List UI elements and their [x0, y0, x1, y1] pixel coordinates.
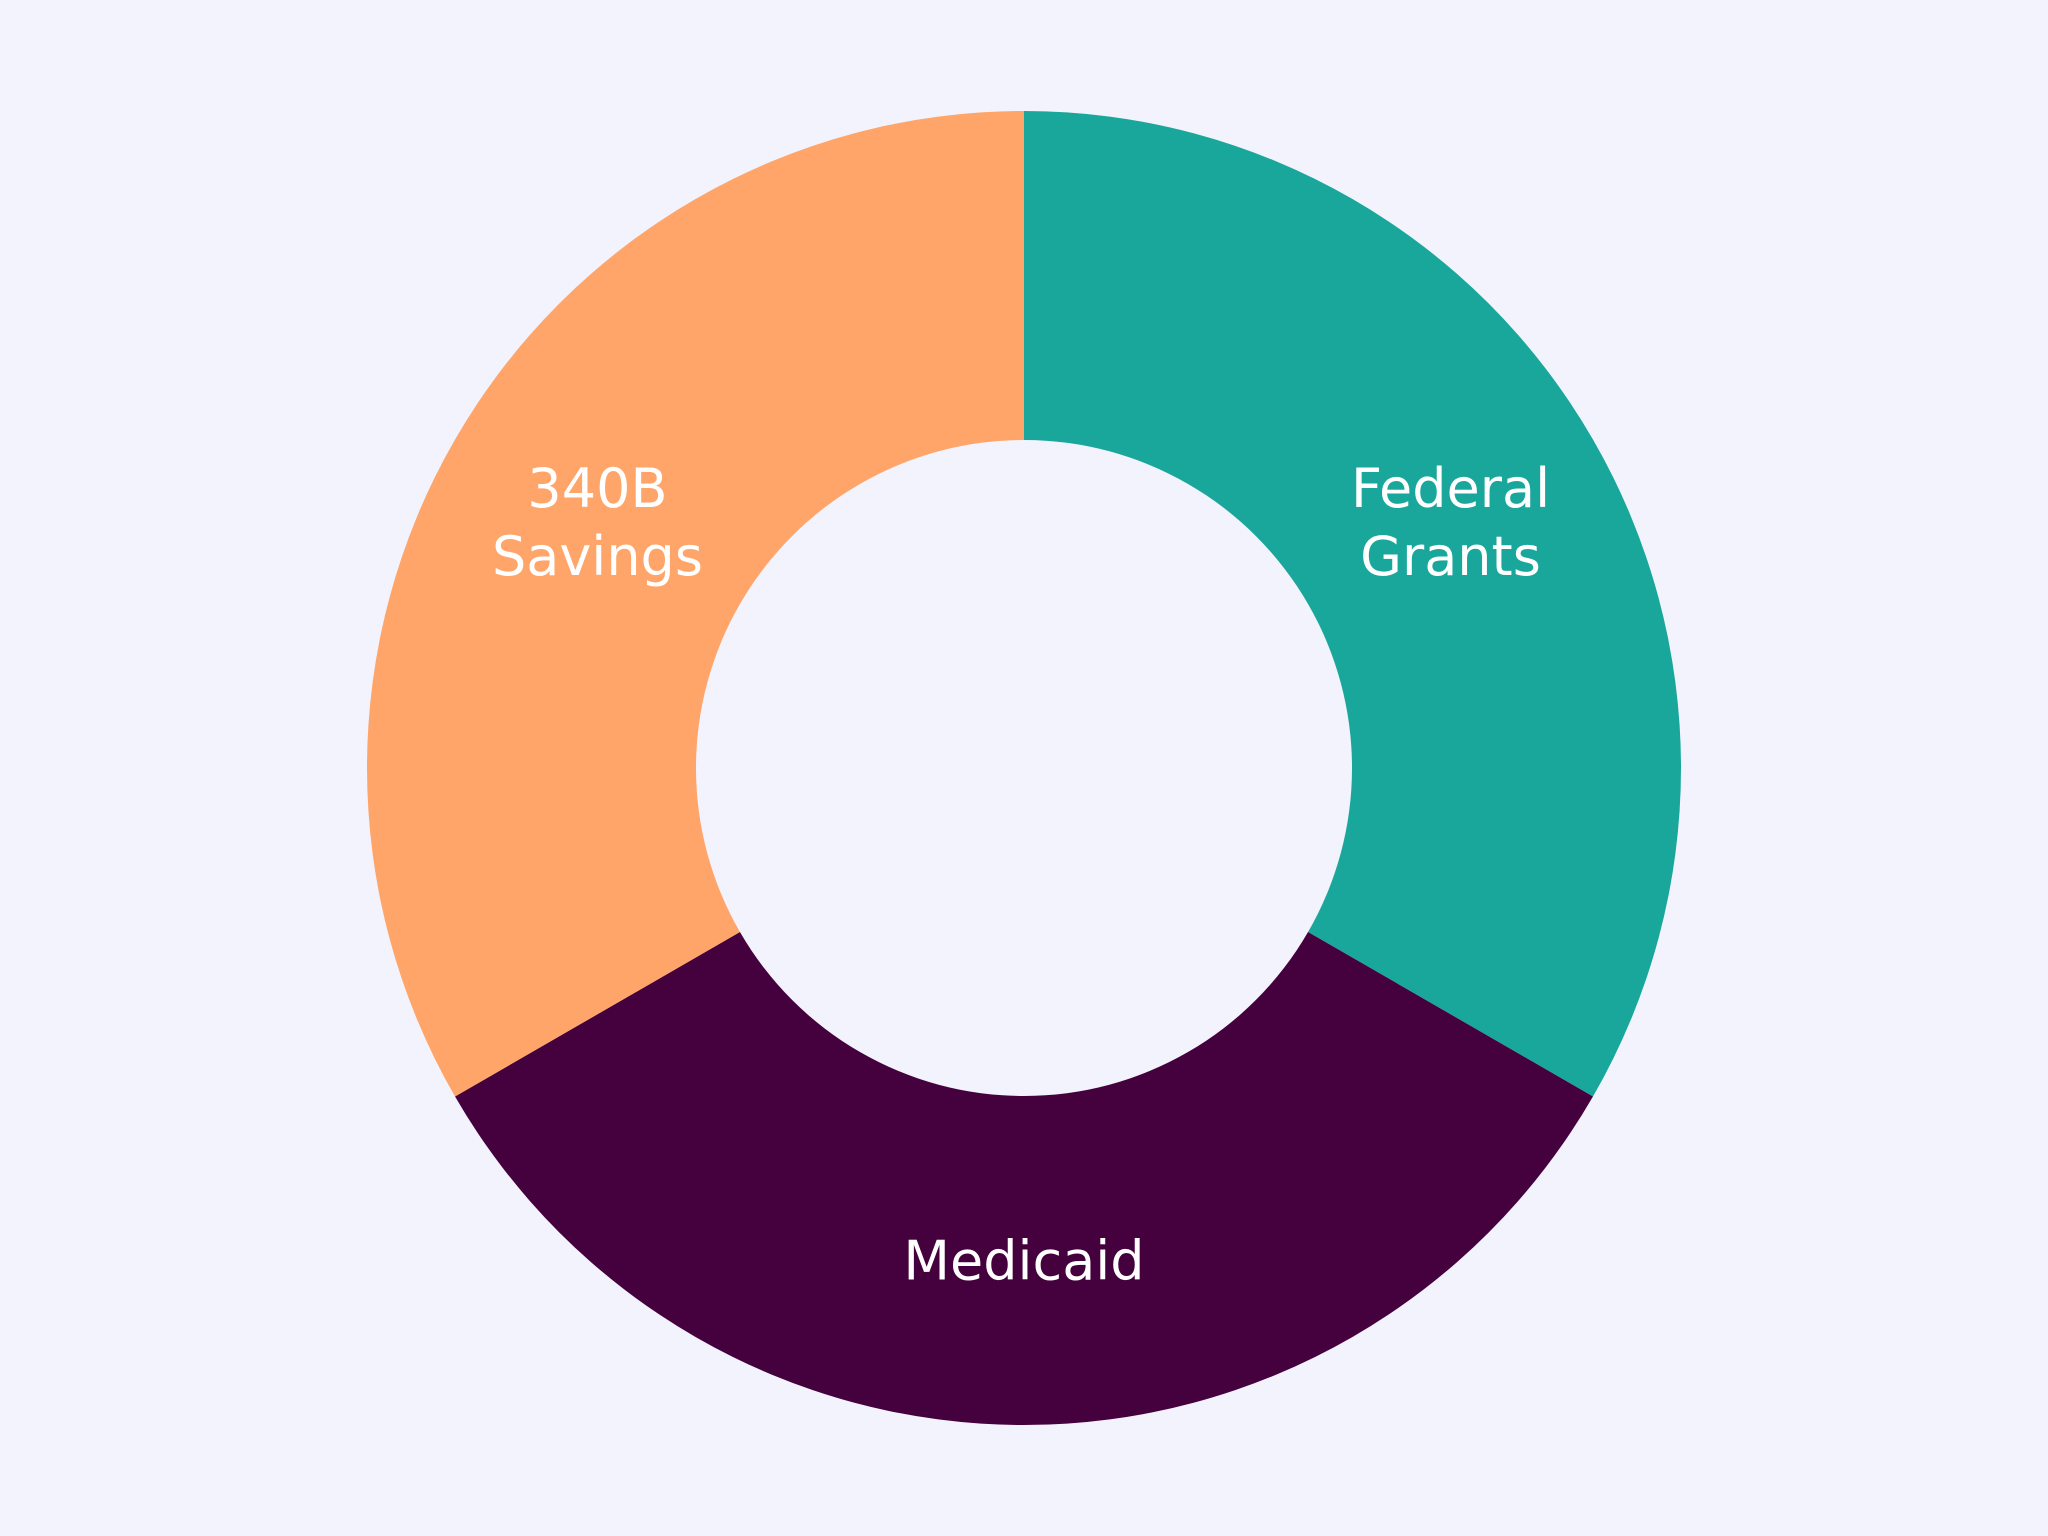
slice-340b-savings [366, 111, 1024, 1097]
slice-label-federal-grants: Federal Grants [1351, 456, 1550, 587]
slice-medicaid [455, 932, 1593, 1425]
donut-slices [366, 111, 1681, 1425]
slice-label-medicaid: Medicaid [903, 1229, 1144, 1292]
slice-label-340b-savings: 340B Savings [492, 456, 703, 587]
donut-labels: Federal Grants Medicaid 340B Savings [492, 456, 1550, 1292]
slice-federal-grants [1024, 111, 1681, 1097]
